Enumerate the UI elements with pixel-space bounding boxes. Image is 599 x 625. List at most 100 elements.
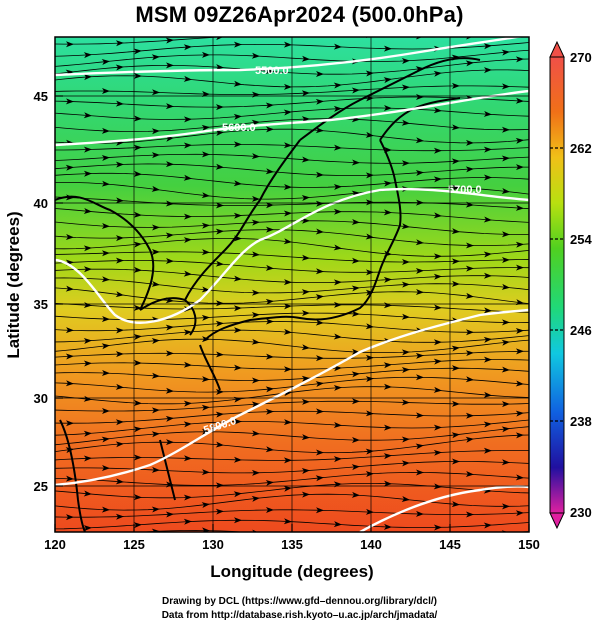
flow-arrow bbox=[315, 319, 324, 326]
flow-arrow bbox=[165, 387, 174, 394]
flow-arrow bbox=[483, 216, 492, 223]
flow-arrow bbox=[101, 59, 110, 65]
flow-arrow bbox=[415, 37, 424, 40]
flow-arrow bbox=[402, 537, 410, 543]
flow-arrow bbox=[501, 83, 510, 90]
flow-arrow bbox=[265, 446, 274, 453]
flow-arrow bbox=[83, 338, 92, 345]
flow-arrow bbox=[315, 228, 324, 235]
flow-arrow bbox=[201, 151, 210, 158]
flow-arrow bbox=[151, 407, 160, 414]
flow-arrow bbox=[451, 184, 460, 191]
flow-arrow bbox=[401, 160, 410, 167]
flow-arrow bbox=[183, 116, 192, 123]
flow-arrow bbox=[115, 327, 124, 334]
flow-arrow bbox=[465, 350, 474, 357]
flow-arrow bbox=[301, 116, 310, 123]
flow-arrow bbox=[265, 408, 274, 415]
flow-arrow bbox=[433, 253, 442, 260]
flow-arrow bbox=[133, 211, 142, 218]
flow-arrow bbox=[183, 237, 192, 244]
flow-arrow bbox=[183, 270, 192, 277]
flow-arrow bbox=[451, 158, 460, 165]
flow-arrow bbox=[251, 469, 260, 476]
y-tick-35: 35 bbox=[34, 297, 48, 312]
flow-arrow bbox=[365, 376, 374, 383]
flow-arrow bbox=[451, 124, 460, 131]
flow-arrow bbox=[483, 522, 492, 529]
map-title: MSM 09Z26Apr2024 (500.0hPa) bbox=[135, 2, 464, 27]
flow-arrow bbox=[515, 241, 524, 248]
y-tick-45: 45 bbox=[34, 89, 48, 104]
flow-arrow bbox=[83, 146, 92, 153]
flow-arrow bbox=[365, 354, 374, 361]
flow-arrow bbox=[215, 441, 224, 448]
flow-arrow bbox=[115, 478, 124, 485]
flow-arrow bbox=[83, 112, 92, 119]
flow-arrow bbox=[483, 146, 492, 153]
flow-arrow bbox=[101, 154, 110, 161]
flow-arrow bbox=[301, 55, 310, 62]
flow-arrow bbox=[365, 70, 374, 77]
flow-arrow bbox=[115, 235, 124, 242]
flow-arrow bbox=[83, 430, 92, 437]
flow-arrow bbox=[315, 355, 324, 362]
flow-arrow bbox=[333, 421, 342, 428]
flow-arrow bbox=[115, 40, 124, 47]
flow-arrow bbox=[83, 170, 92, 177]
flow-arrow bbox=[351, 219, 360, 226]
colorbar-bottom-triangle bbox=[549, 512, 565, 530]
flow-arrow bbox=[383, 77, 392, 84]
flow-arrow bbox=[351, 257, 360, 264]
flow-arrow bbox=[265, 318, 274, 325]
contour-5800 bbox=[55, 308, 529, 487]
flow-arrow bbox=[501, 256, 510, 263]
flow-arrow bbox=[251, 430, 260, 437]
flow-arrow bbox=[233, 141, 242, 148]
flow-arrow bbox=[515, 137, 524, 144]
flow-arrow bbox=[133, 170, 142, 177]
flow-arrow bbox=[251, 401, 260, 408]
flow-arrow bbox=[433, 273, 442, 280]
flow-arrow bbox=[351, 87, 360, 94]
flow-arrow bbox=[483, 43, 492, 50]
flow-arrow bbox=[515, 97, 524, 104]
flow-arrow bbox=[151, 54, 160, 61]
flow-arrow bbox=[365, 289, 374, 296]
flow-arrow bbox=[215, 388, 224, 395]
flow-arrow bbox=[315, 408, 324, 415]
flow-arrow bbox=[133, 48, 142, 55]
flow-arrow bbox=[251, 529, 260, 532]
flow-arrow bbox=[515, 348, 524, 355]
flow-arrow bbox=[183, 361, 192, 368]
flow-arrow bbox=[83, 245, 92, 252]
flow-arrow bbox=[133, 426, 142, 433]
flow-arrow bbox=[65, 41, 74, 48]
flow-arrow bbox=[165, 324, 174, 331]
flow-arrow bbox=[501, 155, 510, 162]
flow-arrow bbox=[151, 185, 160, 192]
flow-arrow bbox=[65, 233, 74, 240]
flow-arrow bbox=[101, 436, 110, 443]
flow-arrow bbox=[151, 224, 160, 231]
flow-arrow bbox=[233, 41, 242, 48]
flow-arrow bbox=[483, 447, 492, 454]
flow-arrow bbox=[401, 281, 410, 288]
flow-arrow bbox=[365, 471, 374, 478]
flow-arrow bbox=[283, 41, 292, 48]
flow-arrow bbox=[351, 464, 360, 471]
flow-arrow bbox=[201, 428, 210, 435]
flow-arrow bbox=[201, 469, 210, 476]
flow-arrow bbox=[233, 212, 242, 219]
flow-arrow bbox=[365, 172, 374, 179]
flow-arrow bbox=[65, 327, 74, 334]
flow-arrow bbox=[501, 231, 510, 238]
flow-arrow bbox=[65, 353, 74, 360]
flow-arrow bbox=[316, 31, 324, 37]
flow-arrow bbox=[301, 491, 310, 498]
flow-arrow bbox=[251, 52, 260, 59]
flow-arrow bbox=[401, 436, 410, 443]
flow-arrow bbox=[401, 84, 410, 91]
x-tick-120: 120 bbox=[44, 537, 66, 552]
